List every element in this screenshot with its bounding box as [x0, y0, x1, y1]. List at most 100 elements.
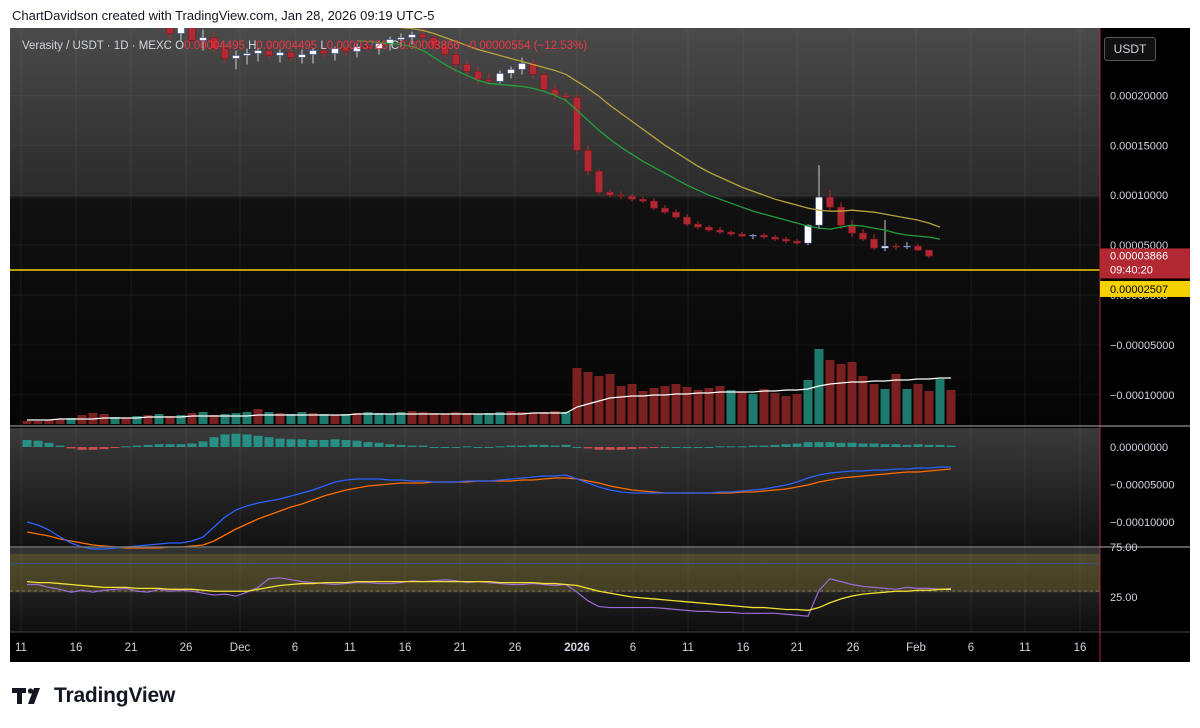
macd-histogram-bar: [440, 447, 450, 448]
macd-histogram-bar: [187, 443, 197, 447]
macd-histogram-bar: [286, 439, 296, 447]
candle-body: [408, 34, 416, 38]
volume-bar: [352, 413, 362, 424]
volume-bar: [209, 415, 219, 424]
candle-body: [793, 240, 801, 244]
candle-body: [199, 37, 207, 41]
macd-pane-bg: [10, 428, 1100, 546]
candle-body: [298, 54, 306, 58]
volume-bar: [792, 394, 802, 424]
macd-histogram-bar: [319, 440, 329, 447]
macd-histogram-bar: [44, 442, 54, 447]
chart-frame[interactable]: 0.00020000 0.00015000 0.00010000 0.00005000…: [10, 28, 1190, 662]
macd-histogram-bar: [836, 442, 846, 447]
grid: [10, 28, 1100, 632]
volume-bar: [187, 413, 197, 424]
volume-bar: [748, 394, 758, 424]
time-tick-label: Feb: [906, 642, 926, 654]
volume-bar: [319, 414, 329, 424]
rsi-ma-line: [26, 580, 951, 612]
macd-histogram-bar: [847, 442, 857, 447]
candle-body: [782, 238, 790, 242]
macd-histogram-bar: [220, 434, 230, 447]
candle-body: [892, 245, 900, 248]
macd-histogram-bar: [814, 442, 824, 447]
candle-body: [232, 55, 240, 59]
candle-body: [474, 71, 482, 80]
volume-bar: [55, 419, 65, 424]
rsi-tick-label: 25.00: [1110, 592, 1138, 604]
time-tick-label: 6: [630, 642, 636, 654]
chart-legend: Verasity / USDT · 1D · MEXC O0.00004495 …: [22, 40, 587, 52]
candle-body: [342, 48, 350, 52]
candle-body: [265, 50, 273, 56]
macd-histogram-bar: [132, 445, 142, 447]
volume-bar: [803, 380, 813, 424]
volume-bar: [143, 415, 153, 424]
legend-symbol[interactable]: Verasity / USDT · 1D · MEXC: [22, 40, 172, 52]
macd-histogram-bar: [396, 444, 406, 447]
candle-body: [925, 249, 933, 257]
volume-bar: [275, 413, 285, 424]
macd-tick-label: −0.00005000: [1110, 480, 1175, 492]
time-tick-label: 16: [1074, 642, 1087, 654]
candle-body: [529, 63, 537, 75]
macd-histogram-bar: [682, 447, 692, 448]
volume-bar: [264, 412, 274, 424]
macd-histogram-bar: [913, 444, 923, 447]
macd-histogram-bar: [781, 444, 791, 447]
volume-bar: [946, 390, 956, 424]
candle-body: [815, 196, 823, 226]
time-tick-label: 16: [737, 642, 750, 654]
volume-bar: [660, 386, 670, 424]
candle-body: [617, 194, 625, 197]
volume-bar: [715, 386, 725, 424]
volume-bar: [902, 389, 912, 424]
volume-bar: [583, 372, 593, 424]
macd-histogram-bar: [539, 444, 549, 447]
macd-histogram-bar: [264, 437, 274, 447]
candle-body: [507, 69, 515, 74]
currency-button[interactable]: USDT: [1104, 37, 1156, 61]
macd-histogram-bar: [121, 446, 131, 448]
volume-bar: [825, 360, 835, 424]
macd-histogram-bar: [418, 445, 428, 447]
volume-bar: [528, 413, 538, 424]
candle-body: [309, 50, 317, 55]
macd-histogram-bar: [803, 442, 813, 447]
volume-bar: [451, 412, 461, 424]
time-tick-label: 11: [15, 642, 27, 654]
volume-bar: [66, 418, 76, 424]
time-tick-label: 21: [125, 642, 138, 654]
time-tick-label: 21: [791, 642, 804, 654]
ema-slow-line: [398, 28, 941, 228]
macd-histogram-bar: [209, 437, 219, 447]
volume-ma-line: [27, 377, 951, 421]
candle-body: [661, 207, 669, 213]
volume-bar: [616, 386, 626, 424]
macd-histogram-bar: [473, 447, 483, 448]
candle-body: [573, 97, 581, 151]
macd-histogram-bar: [154, 444, 164, 447]
volume-bar: [253, 409, 263, 424]
macd-tick-label: −0.00010000: [1110, 517, 1175, 529]
price-tick-label: 0.00015000: [1110, 140, 1168, 152]
volume-bar: [154, 414, 164, 424]
candle-body: [463, 64, 471, 72]
volume-bar: [638, 391, 648, 424]
macd-histogram-bar: [363, 442, 373, 447]
candle-body: [287, 52, 295, 58]
candle-body: [881, 245, 889, 249]
candle-body: [188, 28, 196, 41]
macd-histogram-bar: [770, 444, 780, 447]
chart-svg: 0.000200000.000150000.000100000.00005000…: [10, 28, 1190, 662]
macd-histogram-bar: [627, 447, 637, 450]
legend-c-value: 0.00003866: [399, 40, 460, 52]
macd-histogram-bar: [935, 444, 945, 447]
legend-l-value: 0.00003726: [326, 40, 388, 52]
macd-histogram-bar: [176, 444, 186, 447]
candle-body: [694, 223, 702, 228]
macd-histogram-bar: [374, 442, 384, 447]
candle-body: [419, 34, 427, 38]
macd-histogram-bar: [616, 447, 626, 450]
